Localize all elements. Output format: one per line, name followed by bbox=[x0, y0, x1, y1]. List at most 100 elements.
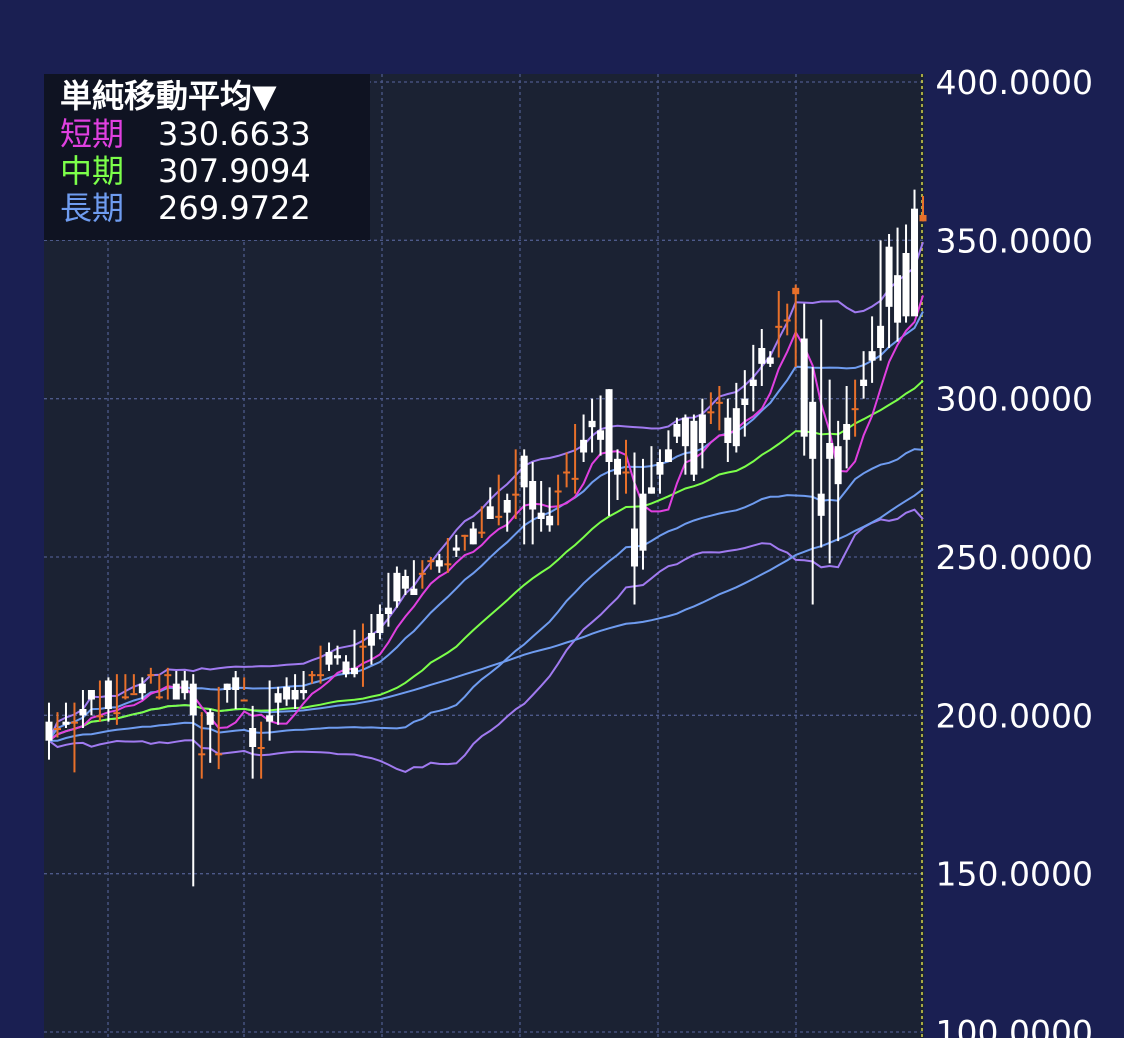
candle bbox=[503, 493, 511, 532]
candle bbox=[834, 420, 842, 542]
candle bbox=[223, 683, 231, 703]
candle-body bbox=[384, 607, 392, 614]
candle bbox=[342, 655, 350, 678]
candle bbox=[826, 379, 834, 564]
candle-body bbox=[775, 325, 783, 328]
candle bbox=[435, 553, 443, 573]
candle-body bbox=[707, 411, 715, 414]
candle bbox=[529, 462, 537, 545]
candle-body bbox=[792, 287, 800, 295]
candle-body bbox=[877, 325, 885, 348]
y-tick-label: 300.0000 bbox=[936, 380, 1093, 419]
candle bbox=[622, 439, 630, 494]
candle-body bbox=[749, 379, 757, 386]
candle bbox=[749, 344, 757, 412]
candle bbox=[164, 667, 172, 700]
candle-body bbox=[537, 512, 545, 519]
candle-body bbox=[639, 493, 647, 551]
candle bbox=[367, 614, 375, 665]
candle-body bbox=[62, 721, 70, 725]
candle-body bbox=[911, 208, 919, 317]
candle bbox=[614, 449, 622, 500]
candle bbox=[919, 196, 927, 222]
candle-body bbox=[70, 721, 78, 724]
candle-body bbox=[53, 728, 61, 730]
candle-body bbox=[181, 680, 189, 694]
candle bbox=[554, 474, 562, 526]
candle bbox=[639, 458, 647, 570]
candle-body bbox=[367, 633, 375, 646]
band-lower-2 bbox=[48, 508, 924, 773]
candle-body bbox=[427, 560, 435, 563]
candle bbox=[860, 351, 868, 399]
candle bbox=[597, 395, 605, 456]
indicator-title[interactable]: 単純移動平均▼ bbox=[60, 77, 277, 115]
candle-body bbox=[656, 462, 664, 475]
candle-body bbox=[359, 645, 367, 648]
candle bbox=[563, 452, 571, 488]
long-label: 長期 bbox=[60, 189, 125, 227]
candle bbox=[266, 680, 274, 741]
candle bbox=[571, 424, 579, 494]
y-tick-label: 400.0000 bbox=[936, 63, 1093, 102]
candle bbox=[104, 677, 112, 722]
candle-body bbox=[512, 493, 520, 496]
indicator-legend[interactable]: 単純移動平均▼ 短期 330.6633 中期 307.9094 長期 269.9722 bbox=[44, 74, 370, 240]
candle bbox=[427, 557, 435, 570]
candles bbox=[45, 189, 927, 887]
legend-row-mid: 中期 307.9094 bbox=[60, 153, 370, 190]
candle-body bbox=[461, 534, 469, 537]
candle-body bbox=[758, 348, 766, 364]
candle bbox=[741, 370, 749, 437]
candle bbox=[452, 534, 460, 557]
candle-body bbox=[164, 674, 172, 677]
candle bbox=[809, 367, 817, 605]
candle-body bbox=[715, 401, 723, 404]
candle bbox=[885, 234, 893, 348]
candle-body bbox=[673, 424, 681, 437]
candle-body bbox=[79, 709, 87, 716]
candle-body bbox=[622, 471, 630, 474]
candle-body bbox=[885, 246, 893, 307]
candle bbox=[766, 351, 774, 367]
candle-body bbox=[113, 712, 121, 715]
candle-body bbox=[843, 424, 851, 440]
candle-body bbox=[614, 458, 622, 475]
candle-body bbox=[45, 721, 53, 741]
candle-body bbox=[783, 319, 791, 322]
candle-body bbox=[860, 379, 868, 386]
candle-body bbox=[155, 696, 163, 699]
y-tick-label: 250.0000 bbox=[936, 538, 1093, 577]
candle-body bbox=[741, 398, 749, 405]
y-tick-label: 150.0000 bbox=[936, 855, 1093, 894]
band-lower-1 bbox=[49, 448, 924, 742]
candle-body bbox=[732, 408, 740, 447]
candle-body bbox=[851, 408, 859, 411]
candle-body bbox=[647, 487, 655, 494]
candle bbox=[147, 667, 155, 684]
candle bbox=[206, 709, 214, 763]
candle bbox=[792, 284, 800, 367]
candle-body bbox=[486, 506, 494, 519]
candle bbox=[113, 674, 121, 725]
candle-body bbox=[334, 655, 342, 659]
candle bbox=[249, 705, 257, 779]
candle bbox=[800, 303, 808, 456]
candle-body bbox=[766, 357, 774, 364]
candle-body bbox=[393, 572, 401, 602]
y-tick-label: 350.0000 bbox=[936, 221, 1093, 260]
candle-body bbox=[469, 528, 477, 545]
candle bbox=[130, 674, 138, 696]
candle-body bbox=[172, 683, 180, 700]
candle-body bbox=[503, 500, 511, 513]
candle-body bbox=[452, 547, 460, 551]
candle bbox=[469, 522, 477, 545]
candle-body bbox=[300, 690, 308, 694]
candle-body bbox=[96, 715, 104, 718]
candle-body bbox=[580, 439, 588, 453]
mid-label: 中期 bbox=[60, 152, 125, 190]
candle-body bbox=[605, 389, 613, 462]
candle bbox=[172, 671, 180, 700]
candle bbox=[868, 316, 876, 383]
candle bbox=[215, 686, 223, 770]
